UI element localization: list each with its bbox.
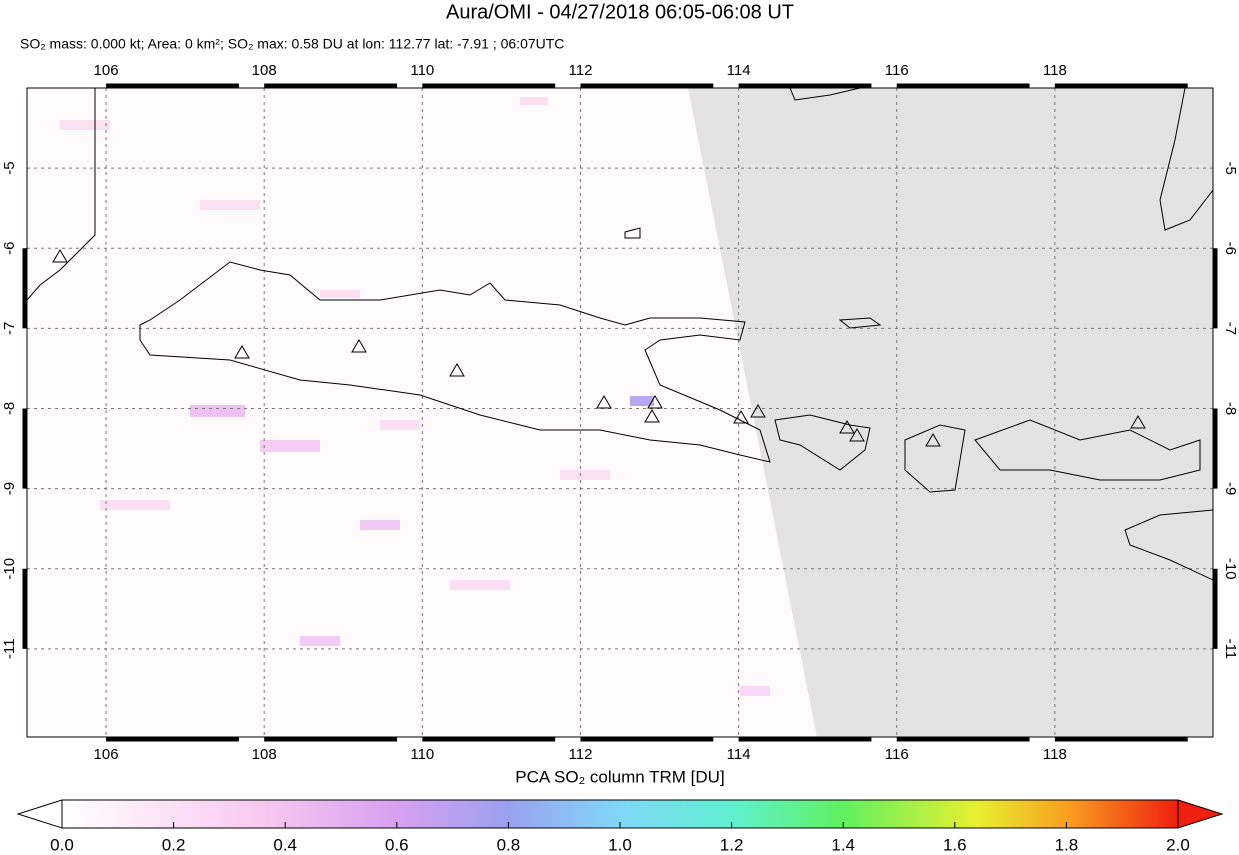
- lat-tick-label: -9: [1, 482, 18, 495]
- colorbar-tick-label: 1.8: [1055, 835, 1079, 854]
- lon-tick-label: 114: [727, 746, 751, 763]
- lat-tick-label: -8: [1, 402, 18, 415]
- lon-tick-label: 116: [885, 746, 909, 763]
- grid: [27, 88, 1213, 737]
- colorbar-over: [1177, 799, 1224, 829]
- colorbar: PCA SO₂ column TRM [DU] 0.0 0.2 0.4 0.6 0.8 1…: [16, 767, 1224, 854]
- coastlines: [27, 88, 1213, 581]
- axes: 106 106 108 108 110 110 112 112 114 114 116 116 118 1…: [1, 62, 1239, 763]
- lon-tick-label: 118: [1043, 62, 1067, 79]
- lon-tick-label: 112: [569, 746, 593, 763]
- colorbar-tick-label: 0.0: [50, 835, 74, 854]
- lon-tick-label: 110: [410, 746, 434, 763]
- colorbar-tick-label: 1.0: [608, 835, 632, 854]
- lon-tick-label: 110: [410, 62, 434, 79]
- colorbar-tick-label: 0.6: [385, 835, 409, 854]
- lon-tick-label: 116: [885, 62, 909, 79]
- lat-tick-label: -8: [1222, 402, 1239, 415]
- lat-tick-label: -6: [1222, 242, 1239, 255]
- colorbar-tick-label: 1.6: [943, 835, 967, 854]
- colorbar-tick-label: 2.0: [1166, 835, 1190, 854]
- colorbar-tick-label: 0.2: [162, 835, 186, 854]
- lat-tick-label: -9: [1222, 482, 1239, 495]
- title: Aura/OMI - 04/27/2018 06:05-06:08 UT: [446, 1, 794, 23]
- colorbar-tick-label: 0.4: [273, 835, 297, 854]
- no-data-region: [688, 88, 1213, 737]
- colorbar-tick-label: 1.2: [720, 835, 744, 854]
- colorbar-tick-label: 0.8: [497, 835, 521, 854]
- lat-tick-label: -5: [1222, 161, 1239, 174]
- map-area: [27, 88, 1213, 737]
- lon-tick-label: 106: [94, 62, 119, 79]
- volcanoes: [52, 249, 1146, 447]
- lon-tick-label: 106: [94, 746, 119, 763]
- lat-tick-label: -11: [1222, 639, 1239, 660]
- lon-tick-label: 114: [727, 62, 751, 79]
- lon-tick-label: 108: [252, 746, 277, 763]
- lon-tick-label: 112: [569, 62, 593, 79]
- colorbar-under: [16, 799, 63, 829]
- colorbar-label: PCA SO₂ column TRM [DU]: [515, 767, 724, 786]
- colorbar-tick-label: 1.4: [831, 835, 855, 854]
- lat-tick-label: -7: [1222, 322, 1239, 335]
- lat-tick-label: -10: [1222, 558, 1239, 580]
- subtitle: SO₂ mass: 0.000 kt; Area: 0 km²; SO₂ max…: [20, 36, 564, 52]
- lat-tick-label: -6: [1, 242, 18, 255]
- lon-tick-label: 118: [1043, 746, 1067, 763]
- lat-tick-label: -5: [1, 161, 18, 174]
- lat-tick-label: -7: [1, 322, 18, 335]
- lat-tick-label: -10: [1, 558, 18, 580]
- lat-tick-label: -11: [1, 639, 18, 660]
- lon-tick-label: 108: [252, 62, 277, 79]
